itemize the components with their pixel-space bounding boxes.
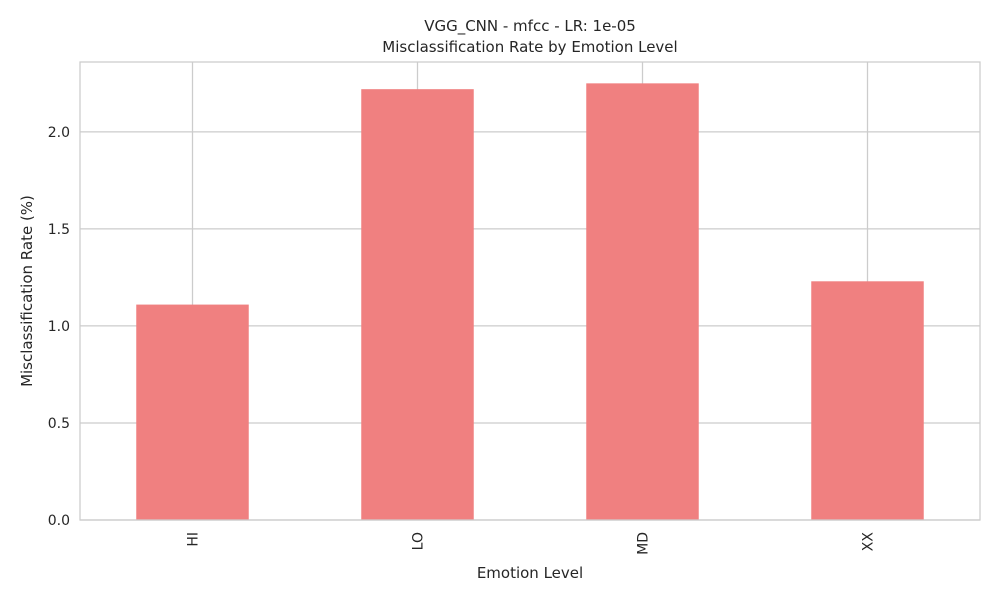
x-tick-label: XX — [861, 532, 877, 552]
bar-lo — [361, 89, 474, 520]
x-tick-label: HI — [186, 532, 202, 547]
y-axis-label: Misclassification Rate (%) — [18, 195, 36, 387]
y-tick-label: 0.5 — [48, 416, 70, 432]
x-tick-label: LO — [411, 532, 427, 550]
chart-title: VGG_CNN - mfcc - LR: 1e-05 — [424, 17, 636, 36]
chart-subtitle: Misclassification Rate by Emotion Level — [382, 38, 677, 56]
bar-md — [586, 83, 699, 520]
bar-hi — [136, 304, 249, 520]
y-tick-label: 0.0 — [48, 513, 70, 529]
bar-xx — [811, 281, 924, 520]
plot-frame — [79, 61, 981, 521]
y-tick-label: 1.5 — [48, 222, 70, 238]
y-tick-label: 2.0 — [48, 125, 70, 141]
y-tick-label: 1.0 — [48, 319, 70, 335]
x-axis-label: Emotion Level — [477, 564, 583, 582]
y-tick-labels: 0.0 0.5 1.0 1.5 2.0 — [48, 125, 70, 529]
bar-layer — [136, 83, 924, 520]
x-tick-label: MD — [636, 532, 652, 555]
x-tick-labels: HI LO MD XX — [186, 532, 877, 555]
